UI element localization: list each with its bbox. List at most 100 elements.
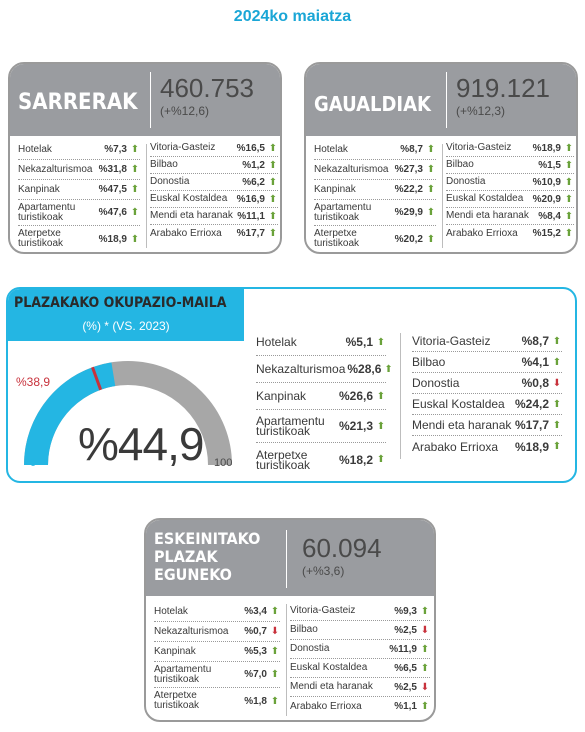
stat-row: Bilbao %1,5 ⬆ <box>446 157 574 174</box>
arrow-up-icon: ⬆ <box>426 207 436 218</box>
arrivals-type-list: Hotelak %7,3 ⬆ Nekazalturismoa %31,8 ⬆ Kanpina… <box>18 140 140 252</box>
arrow-up-icon: ⬆ <box>268 176 278 188</box>
arrow-up-icon: ⬆ <box>564 210 574 222</box>
arrivals-change: (+%12,6) <box>160 104 210 118</box>
stat-value: %24,2 <box>514 397 549 411</box>
arrow-up-icon: ⬆ <box>426 144 436 155</box>
stat-row: Mendi eta haranak %11,1 ⬆ <box>150 208 278 225</box>
arrow-up-icon: ⬆ <box>376 336 386 348</box>
overnights-total: 919.121 <box>456 73 550 103</box>
stat-value: %21,3 <box>338 419 373 433</box>
stat-value: %47,6 <box>98 207 127 218</box>
stat-row: Euskal Kostaldea %24,2 ⬆ <box>412 394 562 415</box>
arrow-up-icon: ⬆ <box>552 441 562 452</box>
stat-label: Donostia <box>446 176 486 187</box>
stat-row: Donostia %11,9 ⬆ <box>290 640 430 659</box>
arrow-up-icon: ⬆ <box>130 233 140 245</box>
stat-row: Vitoria-Gasteiz %16,5 ⬆ <box>150 140 278 157</box>
stat-value: %16,9 <box>236 193 265 205</box>
arrow-up-icon: ⬆ <box>268 159 278 171</box>
stat-label: Mendi eta haranak <box>412 418 512 432</box>
stat-value: %11,1 <box>237 210 265 222</box>
occupancy-previous: %38,9 <box>16 375 51 389</box>
stat-value: %3,4 <box>244 606 267 617</box>
arrow-up-icon: ⬆ <box>552 356 562 368</box>
stat-row: Arabako Errioxa %15,2 ⬆ <box>446 225 574 242</box>
stat-label: Mendi eta haranak <box>290 681 373 692</box>
overnights-change: (+%12,3) <box>456 104 506 118</box>
stat-row: Bilbao %4,1 ⬆ <box>412 352 562 373</box>
stat-row: Hotelak %7,3 ⬆ <box>18 140 140 160</box>
stat-value: %22,2 <box>394 184 423 195</box>
occupancy-type-list: Hotelak %5,1 ⬆ Nekazalturismoa %28,6 ⬆ Kanpina… <box>256 329 393 476</box>
stat-label: Vitoria-Gasteiz <box>412 334 491 348</box>
occupancy-subtitle: (%) * (VS. 2023) <box>82 319 170 333</box>
stat-value: %29,9 <box>394 207 423 218</box>
stat-label: Apartamentu turistikoak <box>154 663 212 685</box>
stat-row: Arabako Errioxa %1,1 ⬆ <box>290 697 430 716</box>
stat-value: %9,3 <box>394 605 417 617</box>
stat-label: Apartamentu turistikoak <box>256 414 325 438</box>
stat-row: Mendi eta haranak %17,7 ⬆ <box>412 415 562 436</box>
stat-label: Euskal Kostaldea <box>412 397 505 411</box>
stat-label: Nekazalturismoa <box>18 163 93 175</box>
stat-row: Euskal Kostaldea %20,9 ⬆ <box>446 191 574 208</box>
stat-value: %28,6 <box>347 362 382 376</box>
arrow-up-icon: ⬆ <box>130 164 140 175</box>
arrivals-card: SARRERAK 460.753 (+%12,6) Hotelak %7,3 ⬆ Ne… <box>8 62 282 254</box>
stat-value: %1,2 <box>242 159 265 171</box>
stat-value: %26,6 <box>338 389 373 403</box>
occupancy-column-divider <box>400 333 401 459</box>
arrivals-label: SARRERAK <box>18 90 138 115</box>
overnights-total-box: 919.121 (+%12,3) <box>456 74 550 118</box>
stat-label: Bilbao <box>150 159 178 170</box>
stat-row: Vitoria-Gasteiz %18,9 ⬆ <box>446 140 574 157</box>
stat-value: %31,8 <box>98 164 127 175</box>
stat-row: Aterpetxe turistikoak %20,2 ⬆ <box>314 226 436 252</box>
stat-label: Aterpetxe turistikoak <box>314 228 360 249</box>
arrow-up-icon: ⬆ <box>564 142 574 154</box>
places-total: 60.094 <box>302 533 382 563</box>
stat-value: %5,3 <box>244 646 267 657</box>
stat-label: Kanpinak <box>18 183 60 195</box>
stat-row: Hotelak %5,1 ⬆ <box>256 329 386 356</box>
overnights-divider <box>446 72 447 128</box>
stat-label: Nekazalturismoa <box>154 625 229 637</box>
places-label-line-3: EGUNEKO <box>154 565 232 584</box>
arrow-down-icon: ⬇ <box>420 624 430 636</box>
stat-label: Donostia <box>412 376 460 390</box>
stat-value: %1,1 <box>394 701 417 712</box>
arrow-up-icon: ⬆ <box>420 643 430 655</box>
arrow-up-icon: ⬆ <box>564 159 574 171</box>
arrow-up-icon: ⬆ <box>426 164 436 175</box>
arrow-up-icon: ⬆ <box>270 646 280 657</box>
occupancy-area-list: Vitoria-Gasteiz %8,7 ⬆ Bilbao %4,1 ⬆ Donostia%… <box>412 331 562 457</box>
stat-row: Nekazalturismoa %0,7 ⬇ <box>154 622 280 642</box>
arrow-up-icon: ⬆ <box>130 184 140 195</box>
stat-label: Euskal Kostaldea <box>150 193 228 204</box>
stat-value: %20,9 <box>532 193 561 205</box>
stat-value: %11,9 <box>389 643 417 655</box>
arrivals-divider <box>150 72 151 128</box>
stat-label: Aterpetxe turistikoak <box>154 690 200 711</box>
overnights-header <box>306 64 576 136</box>
stat-value: %17,7 <box>514 418 549 432</box>
arrow-up-icon: ⬆ <box>420 701 430 712</box>
arrow-up-icon: ⬆ <box>130 144 140 155</box>
arrow-up-icon: ⬆ <box>384 363 393 375</box>
stat-value: %1,8 <box>244 695 267 707</box>
stat-label: Apartamentu turistikoak <box>18 201 76 223</box>
stat-label: Donostia <box>290 643 330 654</box>
stat-value: %18,9 <box>514 439 549 454</box>
arrow-up-icon: ⬆ <box>426 233 436 245</box>
arrow-up-icon: ⬆ <box>420 662 430 674</box>
stat-row: Kanpinak %47,5 ⬆ <box>18 180 140 200</box>
stat-label: Euskal Kostaldea <box>446 193 524 204</box>
arrow-up-icon: ⬆ <box>376 454 386 465</box>
stat-label: Hotelak <box>314 143 348 155</box>
stat-label: Aterpetxe turistikoak <box>256 447 311 472</box>
arrow-up-icon: ⬆ <box>270 695 280 707</box>
arrow-up-icon: ⬆ <box>268 193 278 205</box>
arrow-down-icon: ⬇ <box>420 681 430 693</box>
stat-row: Kanpinak %22,2 ⬆ <box>314 180 436 200</box>
